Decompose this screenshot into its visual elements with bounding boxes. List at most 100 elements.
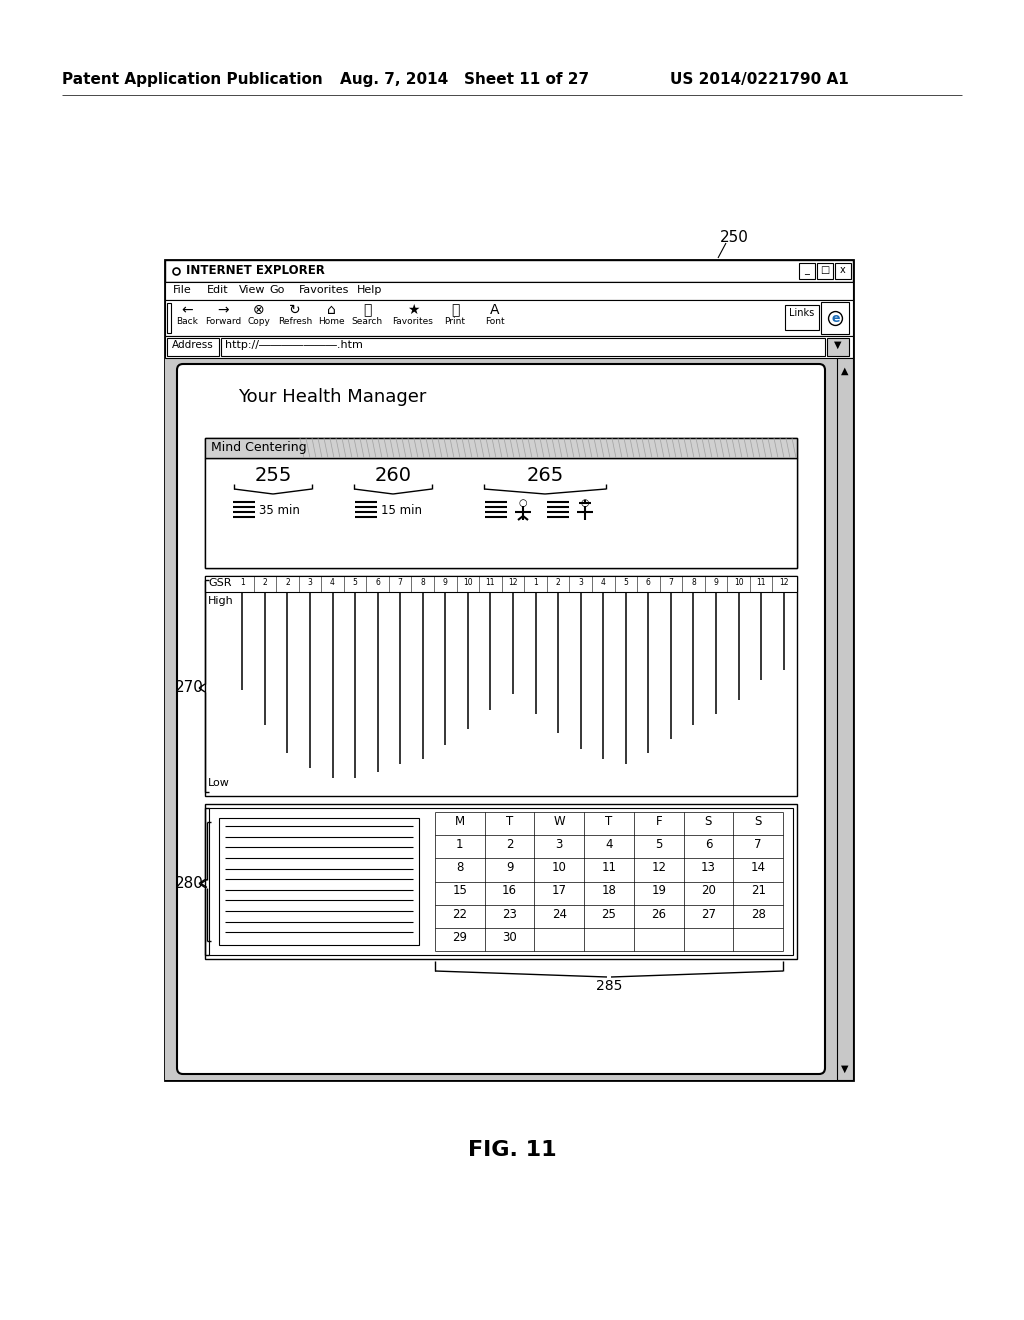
Text: 7: 7	[397, 578, 402, 587]
Text: e: e	[831, 312, 840, 325]
Bar	[817, 263, 833, 279]
Bar	[167, 338, 219, 356]
Text: _: _	[805, 265, 809, 275]
Text: 2: 2	[285, 578, 290, 587]
Text: 3: 3	[556, 838, 563, 851]
Bar	[205, 576, 797, 796]
Text: 1: 1	[456, 838, 464, 851]
Text: ○: ○	[519, 498, 527, 508]
Text: W: W	[554, 814, 565, 828]
Text: 5: 5	[655, 838, 663, 851]
Text: Low: Low	[208, 777, 229, 788]
Text: File: File	[173, 285, 191, 294]
Text: x: x	[840, 265, 846, 275]
Bar	[165, 282, 853, 300]
Text: 5: 5	[624, 578, 629, 587]
Text: 5: 5	[352, 578, 357, 587]
Bar	[205, 576, 797, 591]
Text: Favorites: Favorites	[392, 317, 433, 326]
Text: 🔍: 🔍	[362, 304, 371, 317]
Text: 20: 20	[701, 884, 716, 898]
Text: FIG. 11: FIG. 11	[468, 1140, 556, 1160]
Text: Address: Address	[172, 341, 214, 350]
Bar	[799, 263, 815, 279]
Text: 2: 2	[506, 838, 513, 851]
Text: Aug. 7, 2014   Sheet 11 of 27: Aug. 7, 2014 Sheet 11 of 27	[340, 73, 589, 87]
Text: View: View	[239, 285, 265, 294]
Text: 26: 26	[651, 908, 667, 920]
Text: 260: 260	[375, 466, 412, 484]
Text: □: □	[820, 265, 829, 275]
Text: Links: Links	[790, 308, 815, 318]
Text: 10: 10	[552, 862, 566, 874]
Text: 12: 12	[508, 578, 518, 587]
Text: 15: 15	[453, 884, 467, 898]
Text: High: High	[208, 597, 233, 606]
Bar	[165, 260, 853, 282]
Text: 8: 8	[421, 578, 425, 587]
Text: Your Health Manager: Your Health Manager	[238, 388, 426, 407]
Text: ↻: ↻	[289, 304, 301, 317]
Bar	[827, 338, 849, 356]
Text: 1: 1	[534, 578, 538, 587]
Bar	[165, 337, 853, 358]
Text: 4: 4	[330, 578, 335, 587]
Text: 12: 12	[779, 578, 788, 587]
Text: GSR: GSR	[208, 578, 231, 587]
Text: 10: 10	[734, 578, 743, 587]
Text: 285: 285	[596, 979, 623, 993]
Text: 🖨: 🖨	[451, 304, 459, 317]
Text: 23: 23	[502, 908, 517, 920]
Text: Favorites: Favorites	[299, 285, 349, 294]
Text: 11: 11	[485, 578, 496, 587]
Text: 14: 14	[751, 862, 766, 874]
Text: 3: 3	[307, 578, 312, 587]
Text: Font: Font	[485, 317, 505, 326]
Text: →: →	[217, 304, 228, 317]
Text: 1: 1	[240, 578, 245, 587]
Bar	[221, 338, 825, 356]
Text: Mind Centering: Mind Centering	[211, 441, 306, 454]
Text: Go: Go	[269, 285, 285, 294]
Bar	[209, 808, 793, 954]
Text: 13: 13	[701, 862, 716, 874]
Bar	[785, 305, 819, 330]
Text: 30: 30	[502, 931, 517, 944]
Text: 12: 12	[651, 862, 667, 874]
Text: ▼: ▼	[842, 1064, 849, 1074]
Text: 3: 3	[579, 578, 583, 587]
Text: ★: ★	[407, 304, 419, 317]
Text: Home: Home	[317, 317, 344, 326]
Bar	[165, 300, 853, 337]
Text: T: T	[605, 814, 612, 828]
Text: S: S	[755, 814, 762, 828]
Text: 9: 9	[506, 862, 513, 874]
Text: 11: 11	[757, 578, 766, 587]
Text: http://―――――――.htm: http://―――――――.htm	[225, 341, 362, 350]
Text: F: F	[655, 814, 663, 828]
Text: 280: 280	[175, 875, 204, 891]
Text: 6: 6	[646, 578, 651, 587]
Text: 265: 265	[526, 466, 563, 484]
Text: 250: 250	[720, 230, 749, 246]
Text: US 2014/0221790 A1: US 2014/0221790 A1	[670, 73, 849, 87]
Bar	[165, 260, 853, 1080]
Text: 35 min: 35 min	[259, 504, 300, 517]
Bar	[219, 818, 419, 945]
Text: 8: 8	[691, 578, 696, 587]
Bar	[167, 304, 171, 333]
Text: Help: Help	[357, 285, 382, 294]
Text: 9: 9	[714, 578, 719, 587]
Text: T: T	[506, 814, 513, 828]
Text: ○: ○	[581, 498, 589, 508]
Text: Print: Print	[444, 317, 466, 326]
Text: Copy: Copy	[248, 317, 270, 326]
Text: S: S	[705, 814, 712, 828]
Text: 9: 9	[443, 578, 447, 587]
Text: 4: 4	[601, 578, 605, 587]
Text: ▲: ▲	[842, 366, 849, 376]
Text: Back: Back	[176, 317, 198, 326]
Text: 15 min: 15 min	[381, 504, 422, 517]
Text: 255: 255	[254, 466, 292, 484]
Bar	[837, 358, 853, 1080]
